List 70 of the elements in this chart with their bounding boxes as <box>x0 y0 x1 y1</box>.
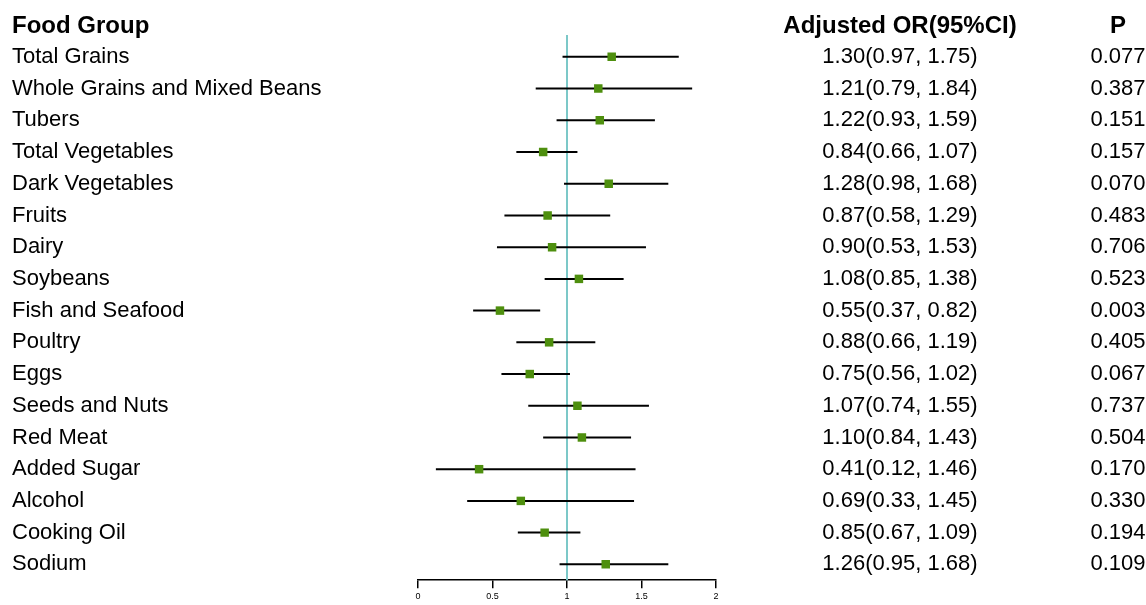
y-axis-title: Food Group <box>12 10 150 38</box>
point <box>601 560 610 569</box>
y-tick-label: Sodium <box>12 550 87 576</box>
text: 0.194 <box>1090 518 1146 544</box>
data-label: 0.84(0.66, 1.07) <box>822 138 978 164</box>
data-label: 1.28(0.98, 1.68) <box>822 169 978 195</box>
x-tick-label: 0.5 <box>486 591 499 602</box>
text: 0.706 <box>1090 233 1146 259</box>
y-tick-label: Eggs <box>12 360 63 386</box>
text: P <box>1109 10 1127 38</box>
x-tick-label: 2 <box>713 591 719 602</box>
data-label: 1.26(0.95, 1.68) <box>822 550 978 576</box>
data-label: 0.69(0.33, 1.45) <box>822 486 978 512</box>
text: 0.067 <box>1090 360 1146 386</box>
point <box>544 338 554 347</box>
data-label: 1.08(0.85, 1.38) <box>822 264 978 290</box>
data-label: 1.30(0.97, 1.75) <box>822 42 978 68</box>
y-tick-label: Dairy <box>12 233 64 259</box>
point <box>495 306 505 315</box>
point <box>595 116 605 125</box>
y-tick-label: Total Vegetables <box>12 138 174 164</box>
data-label: 0.88(0.66, 1.19) <box>822 328 978 354</box>
point <box>604 179 613 188</box>
point <box>543 211 552 220</box>
text: 0.003 <box>1090 296 1146 322</box>
x-tick-label: 0 <box>415 591 421 602</box>
text: 0.387 <box>1090 74 1146 100</box>
point <box>607 52 616 62</box>
text: 0.070 <box>1090 169 1146 195</box>
point <box>577 433 587 442</box>
text: 0.504 <box>1090 423 1146 449</box>
text: 0.157 <box>1090 138 1146 164</box>
text: 0.151 <box>1090 106 1146 132</box>
data-label: 0.41(0.12, 1.46) <box>822 455 978 481</box>
text: 0.077 <box>1090 42 1146 68</box>
data-label: 1.10(0.84, 1.43) <box>822 423 978 449</box>
text: 0.483 <box>1090 201 1146 227</box>
text: 0.737 <box>1090 391 1146 417</box>
text: 0.170 <box>1090 455 1146 481</box>
y-tick-label: Dark Vegetables <box>12 169 174 195</box>
data-label: 1.22(0.93, 1.59) <box>822 106 978 132</box>
y-tick-label: Cooking Oil <box>12 518 126 544</box>
y-tick-label: Alcohol <box>12 486 85 512</box>
x-tick-label: 1 <box>564 591 570 602</box>
data-label: 0.55(0.37, 0.82) <box>822 296 978 322</box>
y-tick-label: Poultry <box>12 328 81 354</box>
text: 0.330 <box>1090 486 1146 512</box>
y-tick-label: Soybeans <box>12 264 110 290</box>
y-tick-label: Total Grains <box>12 42 130 68</box>
point <box>540 528 549 537</box>
y-tick-label: Red Meat <box>12 423 108 449</box>
data-label: 1.21(0.79, 1.84) <box>822 74 978 100</box>
text: Adjusted OR(95%CI) <box>783 10 1017 38</box>
point <box>573 401 582 410</box>
data-label: 0.85(0.67, 1.09) <box>822 518 978 544</box>
y-tick-label: Seeds and Nuts <box>12 391 169 417</box>
data-label: 0.75(0.56, 1.02) <box>822 360 978 386</box>
y-tick-label: Fruits <box>12 201 67 227</box>
text: 0.109 <box>1090 550 1146 576</box>
text: 0.405 <box>1090 328 1146 354</box>
y-tick-label: Whole Grains and Mixed Beans <box>12 74 322 100</box>
x-tick-label: 1.5 <box>635 591 648 602</box>
text: 0.523 <box>1090 264 1146 290</box>
y-tick-label: Fish and Seafood <box>12 296 185 322</box>
point <box>594 84 603 93</box>
y-tick-label: Tubers <box>12 106 80 132</box>
data-label: 0.90(0.53, 1.53) <box>822 233 978 259</box>
data-label: 0.87(0.58, 1.29) <box>822 201 978 227</box>
y-tick-label: Added Sugar <box>12 455 141 481</box>
data-label: 1.07(0.74, 1.55) <box>822 391 978 417</box>
